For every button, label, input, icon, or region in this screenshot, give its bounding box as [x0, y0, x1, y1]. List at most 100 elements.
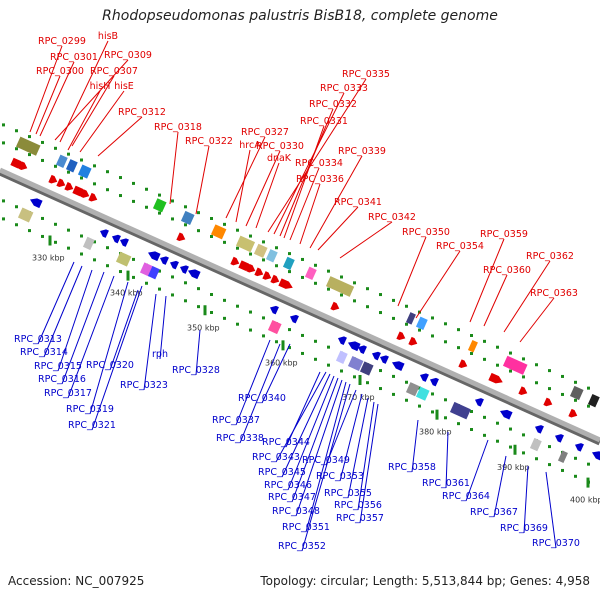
reverse-gene-label: RPC_0355 [324, 488, 372, 499]
forward-homology-block [282, 256, 295, 271]
tick-dot [548, 369, 551, 373]
reverse-gene-label: RPC_0370 [532, 538, 580, 549]
tick-dot [119, 194, 122, 198]
tick-dot [548, 387, 551, 391]
reverse-gene-label: RPC_0340 [238, 393, 286, 404]
tick-dot [54, 240, 57, 244]
tick-dot [431, 392, 434, 396]
tick-dot [236, 246, 239, 250]
reverse-gene-label-leader [261, 343, 291, 404]
kbp-tick-mark [126, 270, 130, 281]
tick-dot [54, 222, 57, 226]
tick-dot [353, 281, 356, 285]
forward-gene-label-leader [503, 260, 551, 333]
tick-dot [483, 339, 486, 343]
reverse-gene-label: RPC_0345 [258, 467, 306, 478]
forward-gene-arrow-shape [176, 232, 186, 242]
reverse-gene-label: RPC_0321 [68, 420, 116, 431]
tick-dot [119, 270, 122, 274]
tick-dot [2, 141, 5, 145]
forward-gene-arrow [568, 408, 578, 418]
reverse-gene-arrow-shape [180, 265, 189, 274]
tick-dot [496, 363, 499, 367]
tick-dot [483, 357, 486, 361]
forward-gene-label-leader [309, 155, 363, 249]
tick-dot [379, 293, 382, 297]
tick-dot [158, 287, 161, 291]
tick-dot [561, 468, 564, 472]
tick-dot [132, 257, 135, 261]
reverse-gene-label-leader [545, 471, 557, 549]
tick-dot [418, 328, 421, 332]
forward-gene-arrow [176, 232, 186, 242]
forward-gene-label-leader [299, 183, 321, 245]
reverse-gene-label-leader [239, 343, 281, 444]
reverse-gene-arrow-shape [475, 398, 484, 407]
forward-gene-arrow-shape [64, 182, 74, 191]
forward-gene-arrow-shape [408, 336, 418, 346]
forward-gene-label-leader [71, 75, 115, 147]
tick-dot [15, 205, 18, 209]
tick-dot [158, 193, 161, 197]
tick-dot [561, 374, 564, 378]
tick-dot [561, 392, 564, 396]
reverse-gene-arrow-shape [160, 256, 169, 265]
reverse-gene-label: RPC_0346 [264, 480, 312, 491]
reverse-gene-arrow-shape [372, 351, 381, 361]
tick-dot [431, 410, 434, 414]
reverse-gene-arrow [180, 265, 189, 274]
forward-gene-arrow-shape [278, 278, 293, 289]
tick-dot [41, 216, 44, 220]
tick-dot [210, 311, 213, 314]
tick-dot [288, 252, 291, 256]
reverse-gene-label-leader [235, 339, 271, 426]
tick-dot [574, 398, 577, 402]
reverse-gene-label: RPC_0348 [272, 506, 320, 517]
tick-dot [392, 316, 395, 320]
tick-dot [223, 240, 226, 244]
reverse-gene-label: RPC_0367 [470, 507, 518, 518]
tick-dot [158, 269, 161, 273]
tick-dot [67, 246, 70, 250]
tick-dot [327, 363, 330, 367]
tick-dot [327, 345, 330, 349]
forward-gene-label-leader [67, 90, 101, 151]
forward-gene-label: RPC_0322 [185, 136, 233, 147]
reverse-gene-label: RPC_0369 [500, 523, 548, 534]
forward-gene-arrow-shape [518, 386, 528, 395]
tick-dot [509, 445, 512, 449]
tick-dot [41, 234, 44, 238]
reverse-gene-arrow [372, 351, 381, 361]
reverse-homology-block [557, 450, 568, 464]
forward-gene-arrow [246, 263, 256, 273]
forward-gene-arrow-shape [88, 192, 98, 202]
forward-gene-arrow-shape [80, 189, 90, 198]
forward-homology-block [587, 394, 600, 408]
tick-dot [314, 263, 317, 267]
forward-gene-label: RPC_0312 [118, 107, 166, 118]
tick-dot [470, 352, 473, 355]
tick-dot [496, 439, 499, 443]
tick-dot [457, 328, 460, 332]
tick-dot [223, 222, 226, 226]
forward-gene-label: RPC_0331 [300, 116, 348, 127]
tick-dot [119, 176, 122, 180]
tick-dot [496, 345, 499, 349]
reverse-gene-label-leader [347, 397, 369, 499]
tick-dot [431, 334, 434, 338]
tick-dot [522, 433, 525, 437]
tick-dot [418, 404, 421, 408]
genome-backbone [0, 167, 600, 443]
tick-dot [275, 264, 278, 268]
forward-gene-label: RPC_0335 [342, 69, 390, 80]
tick-dot [392, 374, 395, 378]
reverse-gene-arrow [170, 260, 179, 270]
kbp-tick-label: 380 kbp [419, 428, 452, 437]
reverse-gene-arrow-shape [348, 341, 361, 352]
forward-gene-label-leader [79, 90, 125, 153]
tick-dot [379, 387, 382, 391]
forward-gene-arrow [270, 274, 280, 284]
tick-dot [80, 176, 83, 180]
tick-dot [249, 328, 252, 332]
